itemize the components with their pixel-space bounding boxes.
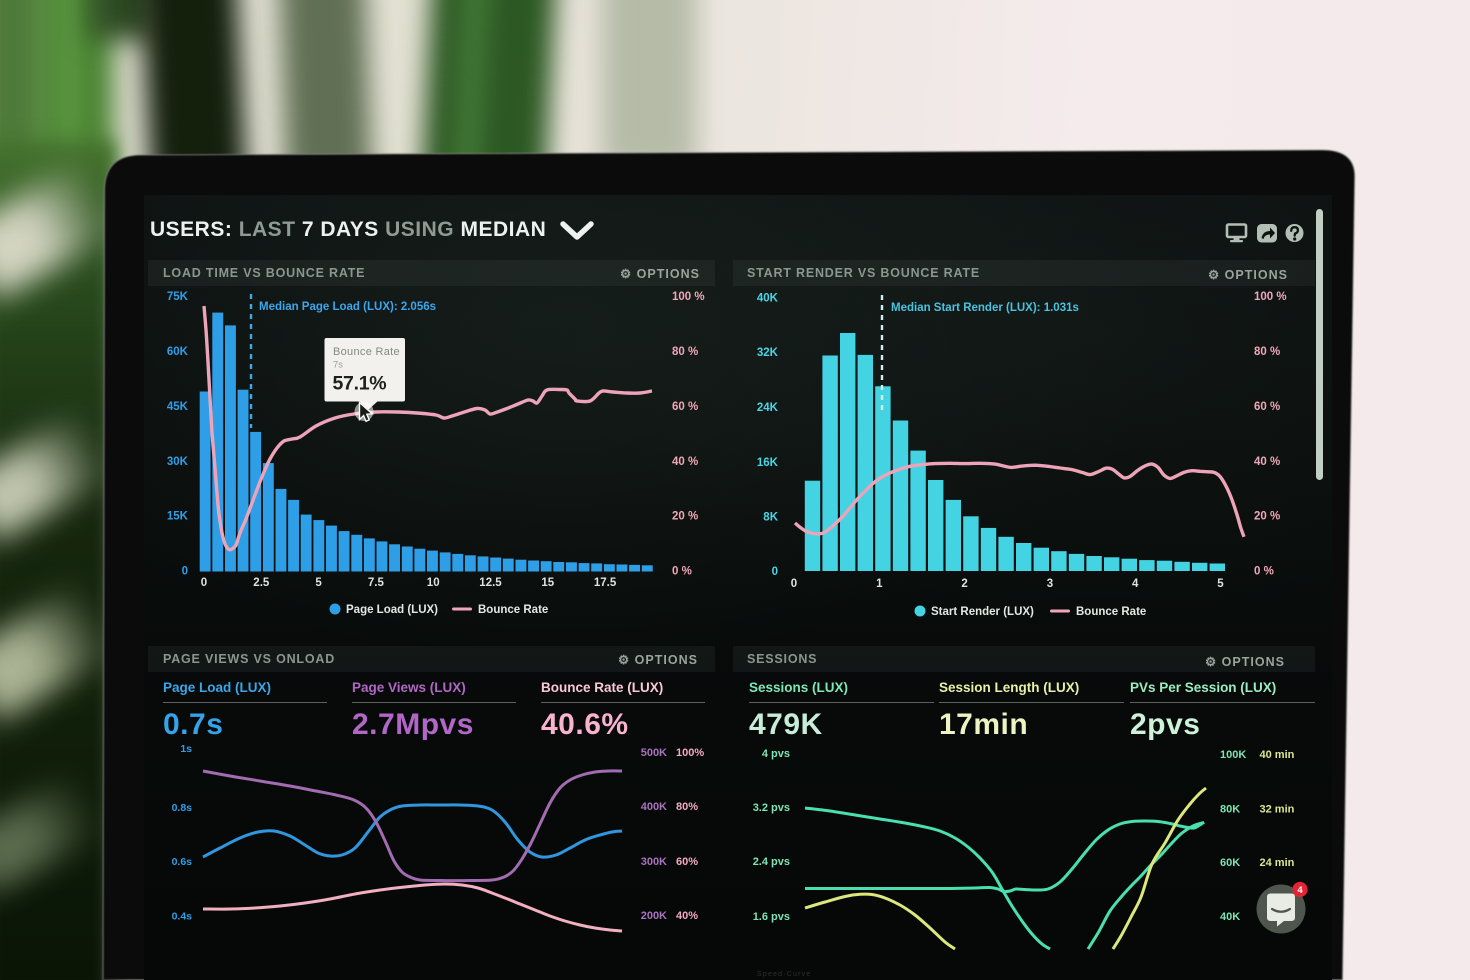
svg-text:10: 10 xyxy=(427,577,440,589)
svg-text:0: 0 xyxy=(201,577,207,589)
svg-text:57.1%: 57.1% xyxy=(333,373,387,395)
svg-text:5: 5 xyxy=(1217,578,1224,590)
svg-text:0: 0 xyxy=(772,566,778,578)
svg-text:80 %: 80 % xyxy=(1254,346,1280,358)
svg-text:40K: 40K xyxy=(1220,911,1240,923)
svg-text:12.5: 12.5 xyxy=(479,577,502,589)
svg-text:80K: 80K xyxy=(1220,804,1240,816)
svg-text:0: 0 xyxy=(791,578,797,590)
svg-text:20 %: 20 % xyxy=(1254,511,1280,523)
svg-text:100%: 100% xyxy=(676,747,704,759)
svg-text:1s: 1s xyxy=(180,743,192,755)
svg-text:300K: 300K xyxy=(641,856,667,868)
svg-text:1.6 pvs: 1.6 pvs xyxy=(753,911,790,923)
svg-text:40 %: 40 % xyxy=(1254,456,1280,468)
svg-text:0.4s: 0.4s xyxy=(172,911,193,923)
svg-text:60 %: 60 % xyxy=(1254,401,1280,413)
svg-text:1: 1 xyxy=(876,578,883,590)
svg-text:30K: 30K xyxy=(167,456,189,468)
svg-text:60K: 60K xyxy=(1220,857,1240,869)
svg-text:60 %: 60 % xyxy=(672,401,698,413)
svg-text:45K: 45K xyxy=(167,401,189,413)
svg-text:100K: 100K xyxy=(1220,749,1246,761)
svg-text:8K: 8K xyxy=(763,512,778,524)
svg-text:Bounce Rate: Bounce Rate xyxy=(333,346,400,358)
svg-text:Start Render (LUX): Start Render (LUX) xyxy=(931,606,1034,618)
svg-text:60K: 60K xyxy=(167,346,189,358)
svg-text:15K: 15K xyxy=(167,511,189,523)
svg-text:2.5: 2.5 xyxy=(253,577,270,589)
svg-text:24 min: 24 min xyxy=(1260,857,1295,869)
svg-text:3: 3 xyxy=(1047,578,1053,590)
svg-text:4 pvs: 4 pvs xyxy=(762,748,790,760)
svg-text:75K: 75K xyxy=(167,291,189,303)
svg-text:Page Load (LUX): Page Load (LUX) xyxy=(346,604,438,616)
svg-text:2: 2 xyxy=(961,578,967,590)
svg-text:4: 4 xyxy=(1297,885,1303,896)
svg-text:16K: 16K xyxy=(757,457,779,469)
svg-text:100 %: 100 % xyxy=(672,291,705,303)
svg-text:Median Start Render (LUX): 1.0: Median Start Render (LUX): 1.031s xyxy=(891,302,1079,314)
svg-text:40K: 40K xyxy=(757,293,779,305)
svg-text:24K: 24K xyxy=(757,402,779,414)
svg-text:4: 4 xyxy=(1132,578,1139,590)
svg-text:32K: 32K xyxy=(757,347,779,359)
svg-text:60%: 60% xyxy=(676,856,698,868)
svg-text:Bounce Rate: Bounce Rate xyxy=(1076,606,1146,618)
svg-text:5: 5 xyxy=(315,577,322,589)
svg-text:40%: 40% xyxy=(676,910,698,922)
svg-text:400K: 400K xyxy=(641,801,667,813)
svg-text:500K: 500K xyxy=(641,747,667,759)
svg-text:Bounce Rate: Bounce Rate xyxy=(478,604,548,616)
svg-text:0 %: 0 % xyxy=(672,566,692,578)
svg-text:32 min: 32 min xyxy=(1260,804,1295,816)
svg-text:7s: 7s xyxy=(333,360,343,371)
svg-text:200K: 200K xyxy=(641,910,667,922)
svg-text:0 %: 0 % xyxy=(1254,566,1274,578)
svg-text:0: 0 xyxy=(182,566,188,578)
svg-text:15: 15 xyxy=(541,577,554,589)
svg-text:2.4 pvs: 2.4 pvs xyxy=(753,856,790,868)
svg-text:100 %: 100 % xyxy=(1254,291,1287,303)
svg-text:40 %: 40 % xyxy=(672,456,698,468)
svg-text:Median Page Load (LUX): 2.056s: Median Page Load (LUX): 2.056s xyxy=(259,301,436,313)
svg-text:80 %: 80 % xyxy=(672,346,698,358)
svg-text:3.2 pvs: 3.2 pvs xyxy=(753,802,790,814)
svg-text:40 min: 40 min xyxy=(1260,749,1295,761)
svg-text:20 %: 20 % xyxy=(672,511,698,523)
svg-text:0.6s: 0.6s xyxy=(172,856,193,868)
svg-text:0.8s: 0.8s xyxy=(172,802,193,814)
svg-text:80%: 80% xyxy=(676,801,698,813)
svg-text:7.5: 7.5 xyxy=(368,577,385,589)
svg-text:17.5: 17.5 xyxy=(594,577,617,589)
